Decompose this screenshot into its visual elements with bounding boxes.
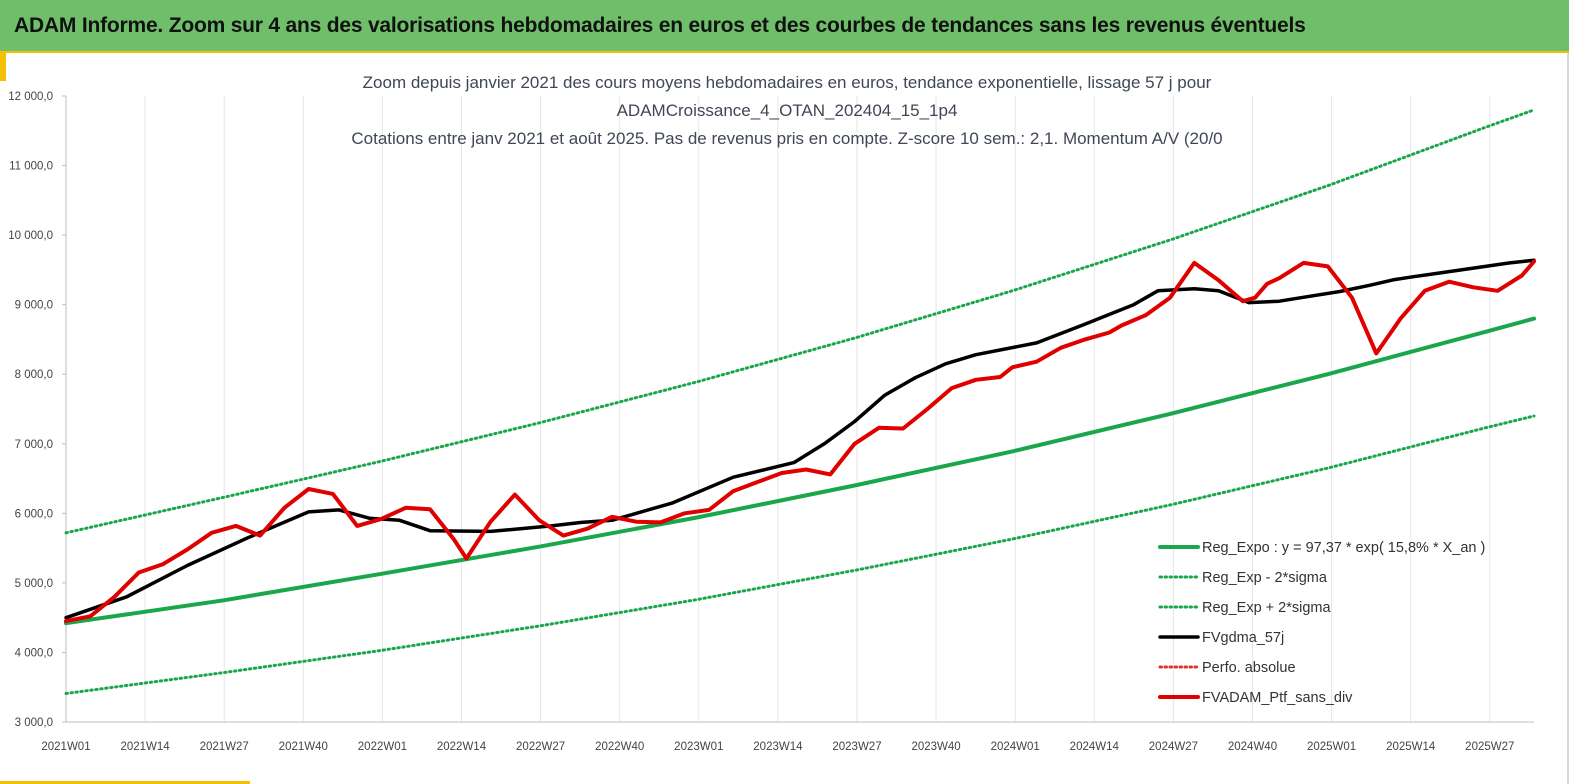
x-tick-label: 2022W01 [358,741,407,753]
legend-label: Reg_Exp + 2*sigma [1202,600,1331,616]
y-tick-label: 3 000,0 [15,717,53,729]
y-tick-label: 4 000,0 [15,647,53,659]
y-tick-label: 11 000,0 [9,161,53,173]
legend-label: Reg_Expo : y = 97,37 * exp( 15,8% * X_an… [1202,540,1485,556]
x-tick-label: 2024W40 [1228,741,1277,753]
legend-label: Perfo. absolue [1202,660,1296,676]
y-tick-label: 5 000,0 [15,578,53,590]
x-tick-label: 2024W01 [991,741,1040,753]
chart-title-line-2: ADAMCroissance_4_OTAN_202404_15_1p4 [617,101,958,120]
x-tick-label: 2023W01 [674,741,723,753]
reg-exp-minus-2sigma-line [64,414,1536,695]
y-tick-label: 6 000,0 [15,508,53,520]
x-tick-label: 2024W27 [1149,741,1198,753]
x-tick-label: 2021W01 [41,741,90,753]
x-tick-label: 2022W14 [437,741,487,753]
header-banner: ADAM Informe. Zoom sur 4 ans des valoris… [0,0,1569,53]
legend-label: FVgdma_57j [1202,630,1284,646]
x-tick-label: 2022W27 [516,741,565,753]
x-tick-label: 2025W14 [1386,741,1436,753]
y-tick-label: 12 000,0 [8,91,53,103]
left-accent-bar [0,53,6,81]
grid [65,96,1491,722]
y-tick-label: 8 000,0 [15,369,53,381]
bottom-accent-bar [0,781,250,784]
x-tick-label: 2021W40 [279,741,328,753]
legend-label: FVADAM_Ptf_sans_div [1202,690,1353,706]
chart-title: Zoom depuis janvier 2021 des cours moyen… [351,73,1222,148]
chart-title-line-3: Cotations entre janv 2021 et août 2025. … [351,129,1222,148]
y-tick-label: 7 000,0 [15,439,53,451]
x-tick-label: 2021W14 [120,741,170,753]
x-tick-label: 2023W14 [753,741,803,753]
series-lines [64,108,1536,695]
x-tick-label: 2021W27 [200,741,249,753]
reg-exp-plus-2sigma-line [64,108,1536,535]
y-tick-label: 9 000,0 [15,300,53,312]
right-border [1567,53,1569,784]
x-tick-label: 2022W40 [595,741,644,753]
x-tick-label: 2023W40 [911,741,960,753]
x-tick-label: 2024W14 [1070,741,1120,753]
legend: Reg_Expo : y = 97,37 * exp( 15,8% * X_an… [1158,540,1485,706]
x-tick-label: 2023W27 [832,741,881,753]
y-tick-label: 10 000,0 [8,230,53,242]
axes: 2021W01 2021W14 2021W27 2021W40 2022W01 2022W… [8,91,1534,753]
chart-title-line-1: Zoom depuis janvier 2021 des cours moyen… [363,73,1212,92]
x-tick-label: 2025W01 [1307,741,1356,753]
fvgdma-57j-line [64,258,1536,620]
legend-label: Reg_Exp - 2*sigma [1202,570,1328,586]
x-tick-label: 2025W27 [1465,741,1514,753]
page-title: ADAM Informe. Zoom sur 4 ans des valoris… [14,14,1306,37]
fvadam-ptf-line [64,259,1536,624]
reg-expo-line [64,316,1536,626]
